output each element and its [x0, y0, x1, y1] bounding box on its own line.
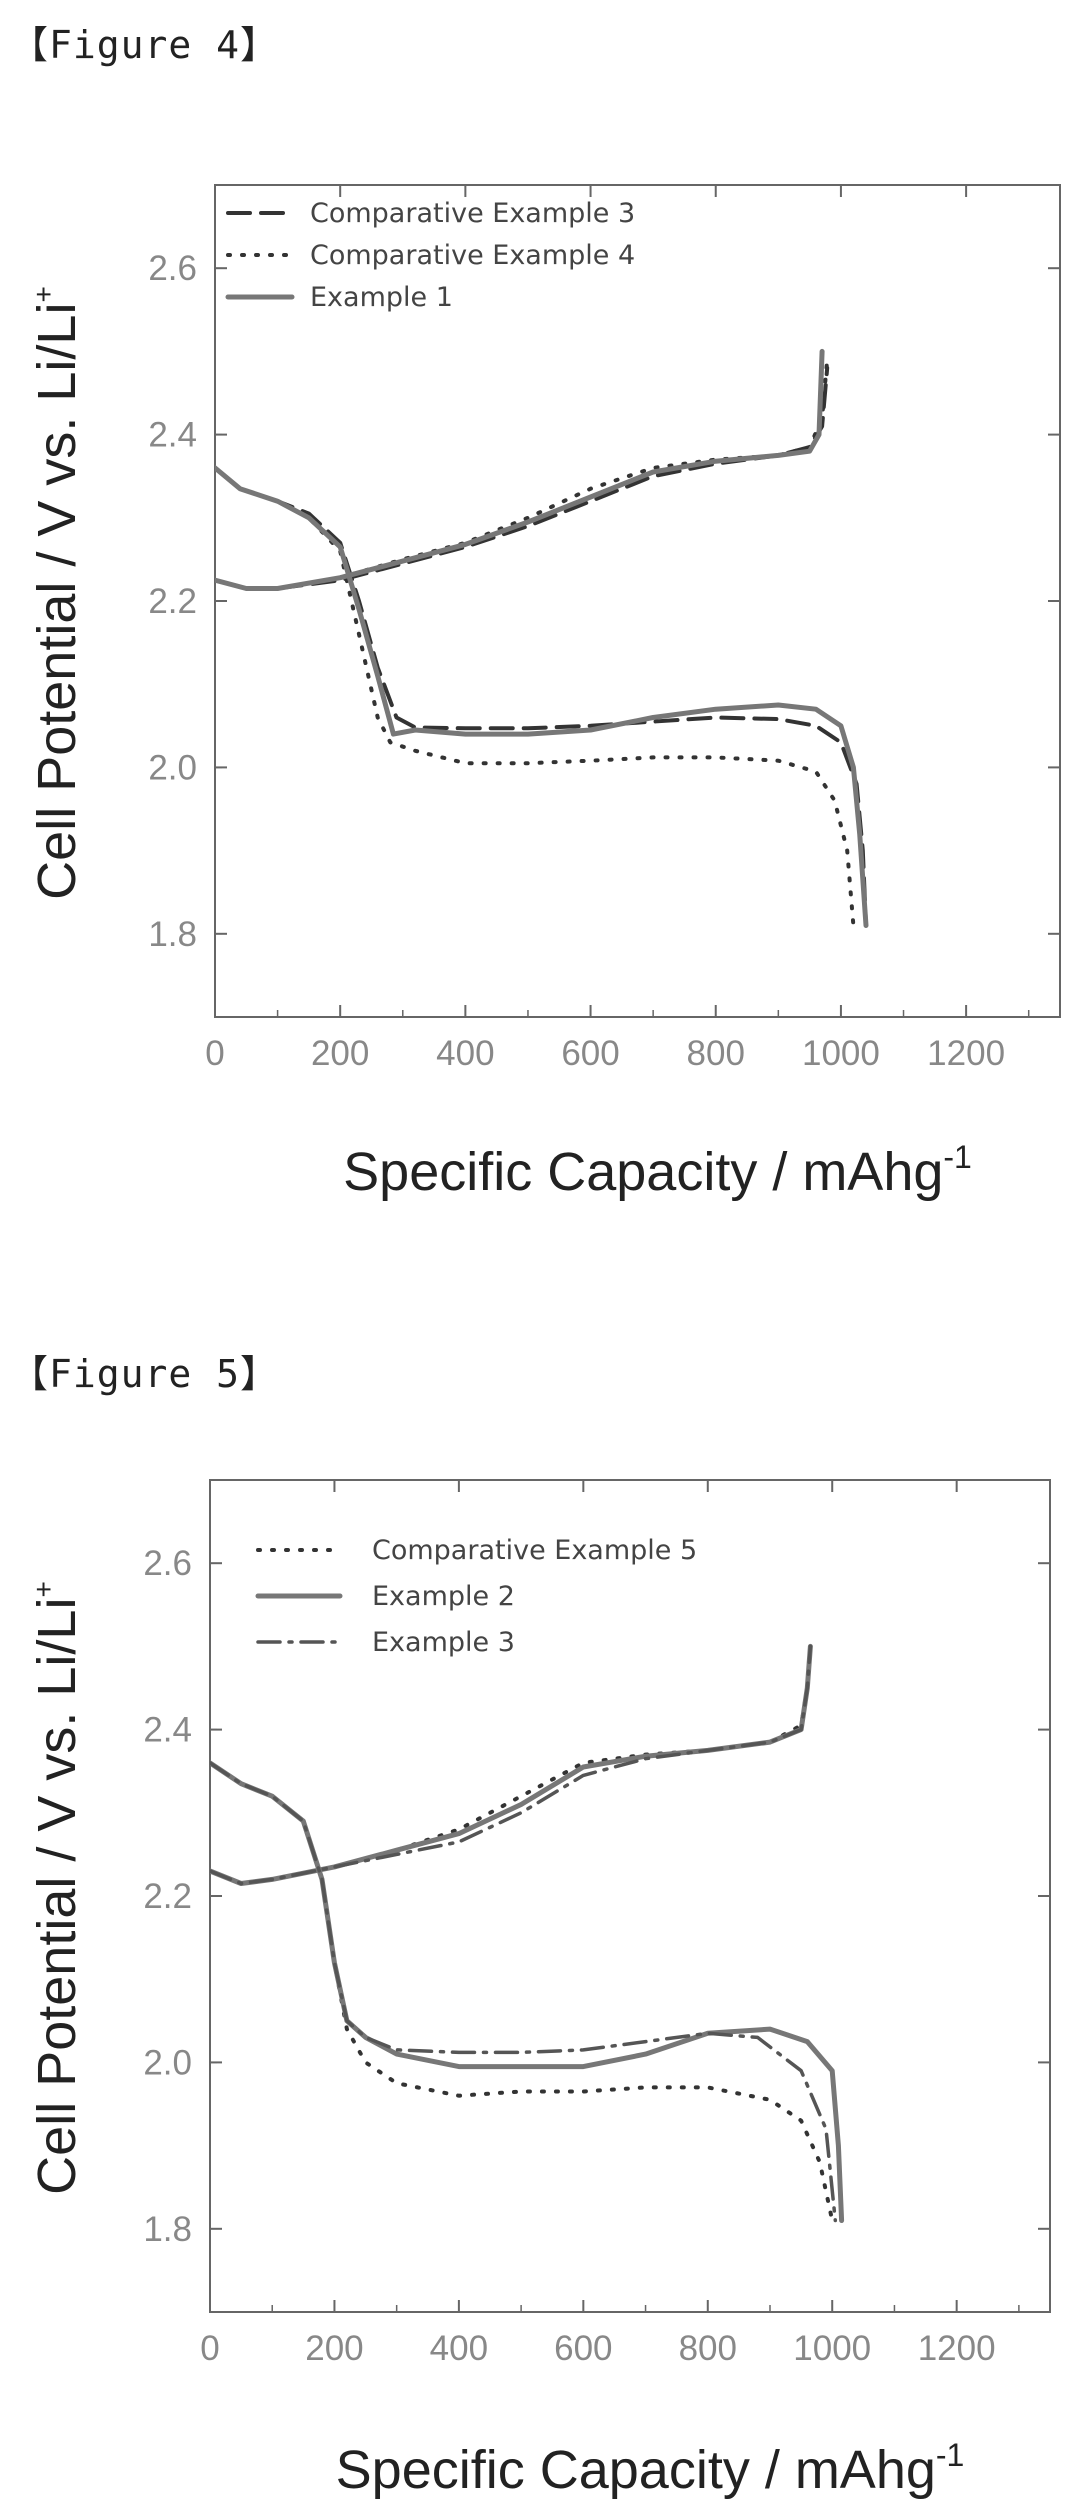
fig4-legend-label-comparative-example-4: Comparative Example 4	[310, 240, 635, 271]
fig4-x-tick-label: 600	[561, 1034, 619, 1073]
fig4-y-tick-label: 2.0	[148, 748, 197, 787]
fig4-series-comparative-example-4-charge-line	[215, 357, 830, 591]
fig4-x-tick-label: 200	[311, 1034, 369, 1073]
fig4-series-example-1-discharge-line	[215, 465, 869, 928]
fig4-legend-label-comparative-example-3: Comparative Example 3	[310, 198, 635, 229]
fig5-plot-area	[210, 1643, 845, 2223]
fig4-x-tick-label: 800	[687, 1034, 745, 1073]
fig5-legend-label-comparative-example-5: Comparative Example 5	[372, 1535, 697, 1566]
fig4-y-tick-label: 2.4	[148, 416, 197, 455]
fig4-x-tick-label: 1000	[802, 1034, 880, 1073]
fig5-series-example-3-discharge-line	[210, 1761, 838, 2223]
fig5-x-tick-label: 600	[554, 2329, 612, 2368]
fig4-x-tick-label: 1200	[927, 1034, 1005, 1073]
fig5-y-tick-label: 2.4	[143, 1711, 192, 1750]
fig5-plot-frame	[209, 1479, 1051, 2313]
fig4-x-tick-label: 0	[205, 1034, 224, 1073]
fig5-y-tick-label: 2.2	[143, 1877, 192, 1916]
fig4-plot-area	[215, 348, 869, 928]
fig4-series-comparative-example-4-discharge-line	[215, 465, 856, 928]
fig5-x-axis-title: Specific Capacity / mAhg-1	[336, 2437, 965, 2500]
fig5-series-example-3-charge-line	[210, 1644, 813, 1886]
fig5-x-tick-label: 1000	[793, 2329, 871, 2368]
fig5-x-tick-label: 0	[200, 2329, 219, 2368]
fig5-series-comparative-example-5-charge-line	[210, 1644, 813, 1886]
figure-5-chart: 0 200 400 600 800 1000 1200 1.8 2.0 2.2 2.4 2.6 Spec…	[27, 1479, 1051, 2500]
fig5-legend-label-example-2: Example 2	[372, 1581, 515, 1612]
figure-4-chart: 0 200 400 600 800 1000 1200 1.8 2.0 2.2 2.4 2.6 Spec…	[27, 184, 1061, 1202]
fig4-y-tick-label: 2.2	[148, 582, 197, 621]
fig4-series-comparative-example-3-charge-line	[215, 366, 830, 591]
fig4-y-axis-title: Cell Potential / V vs. Li/Li+	[27, 286, 87, 900]
fig5-x-tick-label: 800	[679, 2329, 737, 2368]
fig5-y-tick-label: 2.0	[143, 2043, 192, 2082]
fig5-series-comparative-example-5-discharge-line	[210, 1760, 835, 2223]
fig4-series-example-1-charge-line	[215, 348, 825, 591]
fig5-y-tick-label: 2.6	[143, 1544, 192, 1583]
fig4-series-comparative-example-3-discharge-line	[215, 465, 868, 928]
fig5-series-example-2-discharge-line	[210, 1760, 845, 2223]
figure-4-heading: 【Figure 4】	[10, 23, 280, 67]
fig4-x-axis-title: Specific Capacity / mAhg-1	[343, 1139, 972, 1202]
fig4-x-tick-label: 400	[436, 1034, 494, 1073]
fig5-x-tick-label: 1200	[918, 2329, 996, 2368]
fig5-x-tick-label: 200	[305, 2329, 363, 2368]
fig4-y-tick-label: 2.6	[148, 249, 197, 288]
fig5-y-axis-title: Cell Potential / V vs. Li/Li+	[27, 1581, 87, 2195]
fig5-legend-label-example-3: Example 3	[372, 1627, 515, 1658]
fig5-series-example-2-charge-line	[210, 1643, 813, 1886]
fig5-x-tick-label: 400	[430, 2329, 488, 2368]
fig5-y-tick-label: 1.8	[143, 2210, 192, 2249]
fig4-legend-label-example-1: Example 1	[310, 282, 453, 313]
figure-5-heading: 【Figure 5】	[10, 1352, 280, 1396]
fig4-y-tick-label: 1.8	[148, 915, 197, 954]
